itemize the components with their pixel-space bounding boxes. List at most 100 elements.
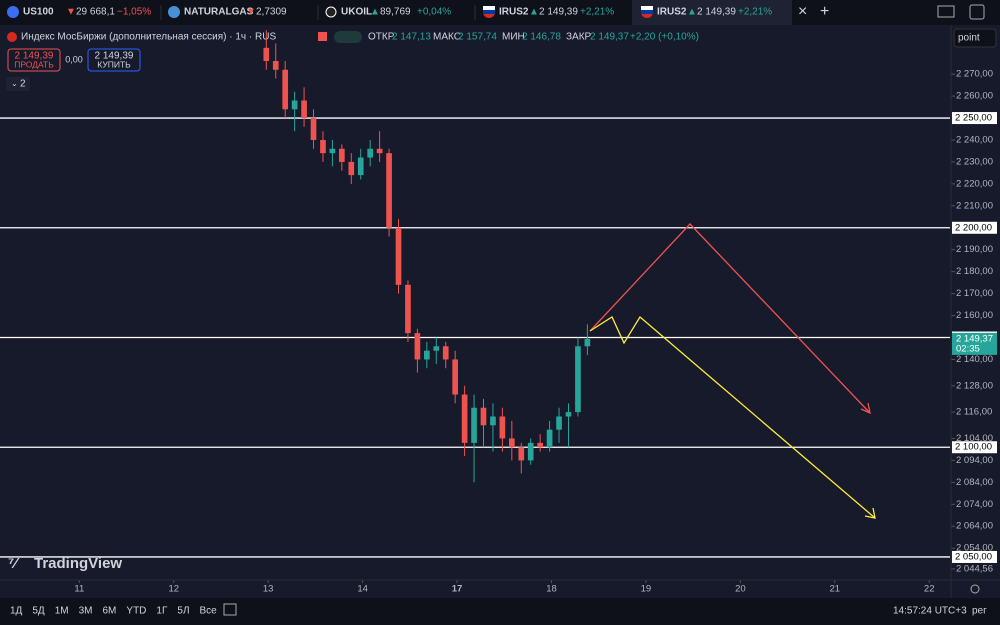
buy-label: КУПИТЬ bbox=[97, 59, 131, 69]
tab-symbol: IRUS2 bbox=[499, 7, 529, 18]
y-tick-label: 2 084,00 bbox=[956, 477, 993, 488]
flag-stripe bbox=[483, 6, 495, 10]
range-button[interactable]: 1Д bbox=[10, 606, 23, 617]
input-box[interactable] bbox=[953, 28, 997, 48]
y-tick-label: 2 140,00 bbox=[956, 354, 993, 365]
candle-body bbox=[272, 60, 279, 70]
chart-title: Индекс МосБиржи (дополнительная сессия) … bbox=[21, 32, 276, 43]
range-button[interactable]: 3М bbox=[79, 606, 93, 617]
candle-body bbox=[584, 338, 591, 347]
candle-body bbox=[565, 412, 572, 417]
tab-arrow: ▲ bbox=[370, 7, 380, 18]
tab[interactable]: US100 ▼ 29 668,1 −1,05% bbox=[7, 6, 151, 18]
sell-button[interactable] bbox=[7, 48, 61, 72]
candle-body bbox=[471, 407, 477, 443]
x-tick-label: 12 bbox=[168, 584, 179, 595]
range-button[interactable]: 5Д bbox=[32, 606, 45, 617]
indicators-toggle[interactable] bbox=[6, 77, 30, 91]
candle-body bbox=[461, 394, 468, 443]
x-tick-label: 18 bbox=[546, 584, 557, 595]
y-tick-label: 2 210,00 bbox=[956, 200, 993, 211]
candle-body bbox=[376, 148, 383, 154]
settings-icon[interactable] bbox=[969, 4, 985, 20]
active-tab[interactable] bbox=[632, 0, 792, 25]
range-button[interactable]: YTD bbox=[126, 606, 146, 617]
y-tick-label: 2 044,56 bbox=[956, 563, 993, 574]
tab-close[interactable]: × bbox=[798, 3, 807, 20]
candle-body bbox=[575, 346, 581, 413]
candle-body bbox=[508, 438, 515, 448]
flag-stripe bbox=[483, 10, 495, 14]
tab-arrow: ▼ bbox=[66, 7, 76, 18]
tab-price: 2 149,39 bbox=[697, 7, 736, 18]
candle-body bbox=[546, 429, 553, 448]
close-value: 2 149,37 bbox=[590, 32, 629, 43]
y-tick-label: 2 180,00 bbox=[956, 266, 993, 277]
candle-body bbox=[291, 100, 298, 110]
tab[interactable]: IRUS2 ▲ 2 149,39 +2,21% bbox=[483, 6, 614, 18]
range-button[interactable]: 5Л bbox=[177, 606, 189, 617]
candle-body bbox=[424, 350, 430, 360]
last-price-box bbox=[952, 332, 997, 355]
open-value: 2 147,13 bbox=[392, 32, 431, 43]
session-mode[interactable]: рег bbox=[972, 606, 987, 617]
tab-arrow: ▼ bbox=[246, 7, 256, 18]
candle-body bbox=[556, 416, 562, 430]
y-tick-label: 2 104,00 bbox=[956, 433, 993, 444]
tab-symbol: IRUS2 bbox=[657, 7, 687, 18]
tab-arrow: ▲ bbox=[529, 7, 539, 18]
layout-icon[interactable] bbox=[937, 5, 955, 18]
y-tick-label: 2 190,00 bbox=[956, 244, 993, 255]
sell-price: 2 149,39 bbox=[15, 51, 54, 62]
buy-button[interactable] bbox=[87, 48, 141, 72]
candle-body bbox=[320, 139, 326, 154]
candle-body bbox=[433, 346, 440, 351]
tab-icon bbox=[7, 6, 19, 18]
axis-settings[interactable] bbox=[970, 584, 980, 594]
tab[interactable]: NATURALGAS ▼ 2,7309 bbox=[168, 6, 287, 18]
open-label: ОТКР bbox=[368, 32, 395, 43]
y-tick-label: 2 074,00 bbox=[956, 499, 993, 510]
tab-price: 89,769 bbox=[380, 7, 411, 18]
tab[interactable]: UKOIL ▲ 89,769 +0,04% bbox=[325, 6, 451, 18]
x-tick-label: 19 bbox=[641, 584, 652, 595]
countdown: 02:35 bbox=[956, 343, 980, 354]
last-price-label: 2 149,37 bbox=[956, 333, 993, 344]
candle-body bbox=[357, 157, 364, 176]
close-label: ЗАКР bbox=[566, 32, 592, 43]
tab-change: +2,21% bbox=[580, 7, 614, 18]
range-button[interactable]: 1Г bbox=[156, 606, 168, 617]
y-tick-label: 2 230,00 bbox=[956, 156, 993, 167]
y-tick-label: 2 116,00 bbox=[956, 407, 992, 418]
tab-change: −1,05% bbox=[117, 7, 151, 18]
x-tick-label: 14 bbox=[357, 584, 368, 595]
level-label: 2 100,00 bbox=[955, 442, 992, 453]
tab-symbol: US100 bbox=[23, 7, 54, 18]
input-text: point bbox=[958, 33, 980, 44]
candle-body bbox=[480, 407, 487, 426]
toolbar bbox=[0, 598, 1000, 625]
flag-stripe bbox=[641, 6, 653, 10]
symbol-flag bbox=[7, 32, 17, 42]
new-tab[interactable]: + bbox=[820, 3, 829, 20]
level-label: 2 050,00 bbox=[955, 551, 992, 562]
tab[interactable]: IRUS2 ▲ 2 149,39 +2,21% bbox=[641, 6, 772, 18]
y-tick-label: 2 270,00 bbox=[956, 69, 993, 80]
candle-body bbox=[367, 148, 374, 158]
tab-price: 2 149,39 bbox=[539, 7, 578, 18]
sell-label: ПРОДАТЬ bbox=[14, 59, 54, 69]
range-button[interactable]: Все bbox=[200, 606, 218, 617]
calendar-icon[interactable] bbox=[223, 603, 237, 616]
range-button[interactable]: 6М bbox=[103, 606, 117, 617]
level-label-box bbox=[952, 221, 997, 234]
candle-body bbox=[329, 148, 336, 154]
candle-body bbox=[452, 359, 459, 395]
candle-body bbox=[339, 148, 345, 162]
x-tick-label: 21 bbox=[830, 584, 841, 595]
tab-price: 2,7309 bbox=[256, 7, 287, 18]
x-tick-label: 17 bbox=[452, 584, 463, 595]
x-tick-label: 13 bbox=[263, 584, 274, 595]
range-button[interactable]: 1М bbox=[55, 606, 69, 617]
